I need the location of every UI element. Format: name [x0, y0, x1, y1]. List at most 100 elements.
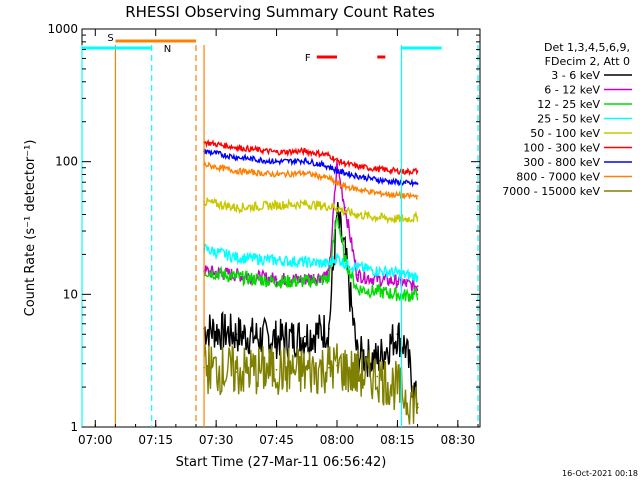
x-tick-label: 07:15: [138, 433, 173, 447]
chart-title: RHESSI Observing Summary Count Rates: [125, 3, 435, 21]
x-tick-label: 08:00: [320, 433, 355, 447]
data-point: [303, 371, 306, 373]
legend-label: 7000 - 15000 keV: [502, 185, 600, 198]
data-point: [235, 146, 238, 149]
data-point: [275, 204, 278, 207]
series-line-5: [203, 138, 419, 177]
x-tick-label: 07:00: [78, 433, 113, 447]
data-point: [396, 218, 399, 220]
data-point: [404, 182, 407, 184]
legend-label: 25 - 50 keV: [537, 113, 600, 126]
series-line-4: [203, 197, 419, 225]
data-point: [376, 178, 379, 181]
data-point: [396, 280, 399, 283]
x-tick-label: 07:45: [259, 433, 294, 447]
series-line-2: [203, 216, 419, 303]
data-point: [404, 282, 407, 285]
data-point: [344, 368, 346, 371]
series-line-7: [203, 161, 418, 200]
data-point: [328, 278, 330, 281]
data-point: [404, 274, 407, 276]
data-point: [376, 375, 379, 378]
data-point: [328, 366, 330, 369]
data-point: [416, 293, 419, 296]
data-point: [275, 280, 278, 283]
legend-label: 300 - 800 keV: [523, 156, 600, 169]
data-point: [303, 261, 306, 263]
data-point: [376, 290, 379, 293]
timestamp: 16-Oct-2021 00:18: [562, 469, 638, 478]
legend-label: 800 - 7000 keV: [516, 171, 600, 184]
data-point: [303, 335, 306, 338]
flag-label-N: N: [164, 44, 171, 55]
data-point: [275, 259, 278, 262]
data-point: [275, 338, 278, 340]
data-point: [376, 270, 379, 272]
legend-label: 100 - 300 keV: [523, 142, 600, 155]
data-point: [356, 213, 359, 216]
data-point: [376, 168, 379, 170]
data-point: [416, 285, 419, 288]
data-point: [356, 165, 359, 168]
data-point: [303, 172, 306, 175]
data-point: [356, 287, 359, 290]
axis-layer: 07:00 07:15 07:30 07:45 08:00 08:15 08:30 1 10 10…: [47, 22, 480, 447]
data-point: [303, 203, 306, 205]
series-line-8: [203, 343, 419, 425]
data-point: [235, 256, 238, 259]
data-point: [356, 274, 359, 276]
data-point: [344, 210, 346, 213]
data-point: [396, 272, 399, 274]
data-point: [336, 170, 338, 172]
data-point: [344, 162, 346, 165]
data-point: [303, 159, 306, 162]
legend-label: 6 - 12 keV: [544, 84, 600, 97]
data-point: [344, 206, 346, 209]
data-point: [275, 368, 278, 371]
data-point: [376, 216, 379, 219]
data-point: [303, 280, 306, 283]
data-point: [336, 364, 338, 367]
data-point: [235, 170, 238, 172]
legend-label: 12 - 25 keV: [537, 98, 600, 111]
y-tick-label: 1: [70, 420, 78, 434]
data-point: [404, 170, 407, 173]
data-point: [235, 276, 238, 278]
data-point: [396, 194, 399, 196]
data-point: [235, 156, 238, 159]
data-point: [416, 276, 419, 278]
data-point: [328, 154, 330, 157]
y-tick-label: 1000: [47, 22, 78, 36]
data-point: [404, 346, 407, 349]
series-line-6: [203, 148, 419, 188]
data-point: [416, 182, 419, 185]
data-point: [376, 192, 379, 194]
x-axis-label: Start Time (27-Mar-11 06:56:42): [176, 455, 387, 470]
data-point: [356, 266, 359, 269]
x-tick-label: 08:15: [380, 433, 415, 447]
data-point: [336, 159, 338, 162]
data-point: [328, 177, 330, 180]
data-point: [344, 185, 346, 188]
data-point: [336, 182, 338, 185]
data-point: [396, 181, 399, 184]
data-point: [356, 373, 359, 376]
data-point: [328, 262, 330, 265]
flag-label-S: S: [107, 33, 113, 44]
data-point: [344, 262, 346, 265]
data-point: [344, 172, 346, 175]
data-point: [235, 333, 238, 336]
legend-label: 3 - 6 keV: [551, 69, 600, 82]
data-point: [303, 150, 306, 153]
legend-header-line-1: Det 1,3,4,5,6,9,: [544, 41, 630, 54]
data-point: [275, 151, 278, 154]
data-point: [328, 205, 330, 208]
data-point: [396, 333, 399, 336]
legend-label: 50 - 100 keV: [530, 127, 600, 140]
data-point: [376, 359, 379, 361]
data-point: [416, 170, 419, 172]
data-point: [344, 253, 346, 256]
legend: Det 1,3,4,5,6,9, FDecim 2, Att 0 3 - 6 k…: [502, 41, 632, 198]
series-line-0: [203, 202, 419, 415]
